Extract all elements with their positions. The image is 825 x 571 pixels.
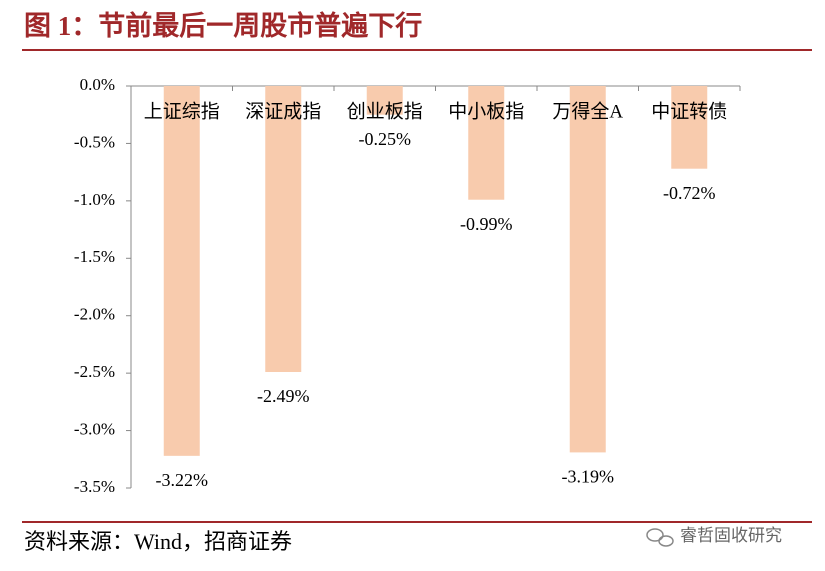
source: 资料来源：Wind，招商证券 (24, 529, 292, 554)
value-label: -0.25% (359, 129, 412, 149)
y-tick-label: -1.5% (74, 247, 115, 266)
bar (569, 86, 606, 453)
value-label: -3.22% (156, 470, 209, 490)
value-label: -0.72% (663, 183, 716, 203)
watermark-icon (646, 528, 674, 547)
y-tick-label: -2.0% (74, 305, 115, 324)
bar (468, 86, 505, 200)
watermark: 睿哲固收研究 (680, 526, 782, 546)
category-label: 深证成指 (245, 100, 321, 122)
y-tick-label: 0.0% (80, 75, 115, 94)
category-label: 创业板指 (347, 100, 423, 122)
category-label: 万得全A (552, 100, 623, 122)
bar (163, 86, 200, 456)
value-label: -3.19% (562, 467, 615, 487)
value-label: -2.49% (257, 386, 310, 406)
y-tick-label: -3.5% (74, 477, 115, 496)
value-label: -0.99% (460, 214, 513, 234)
chart-title: 图 1：节前最后一周股市普遍下行 (24, 10, 422, 41)
bar (265, 86, 302, 372)
category-label: 中小板指 (448, 100, 524, 122)
category-label: 中证转债 (651, 100, 727, 122)
y-tick-label: -3.0% (74, 419, 115, 438)
category-label: 上证综指 (144, 100, 220, 122)
bar (366, 86, 403, 115)
y-tick-label: -1.0% (74, 190, 115, 209)
y-tick-label: -2.5% (74, 362, 115, 381)
y-tick-label: -0.5% (74, 132, 115, 151)
bar (671, 86, 708, 169)
